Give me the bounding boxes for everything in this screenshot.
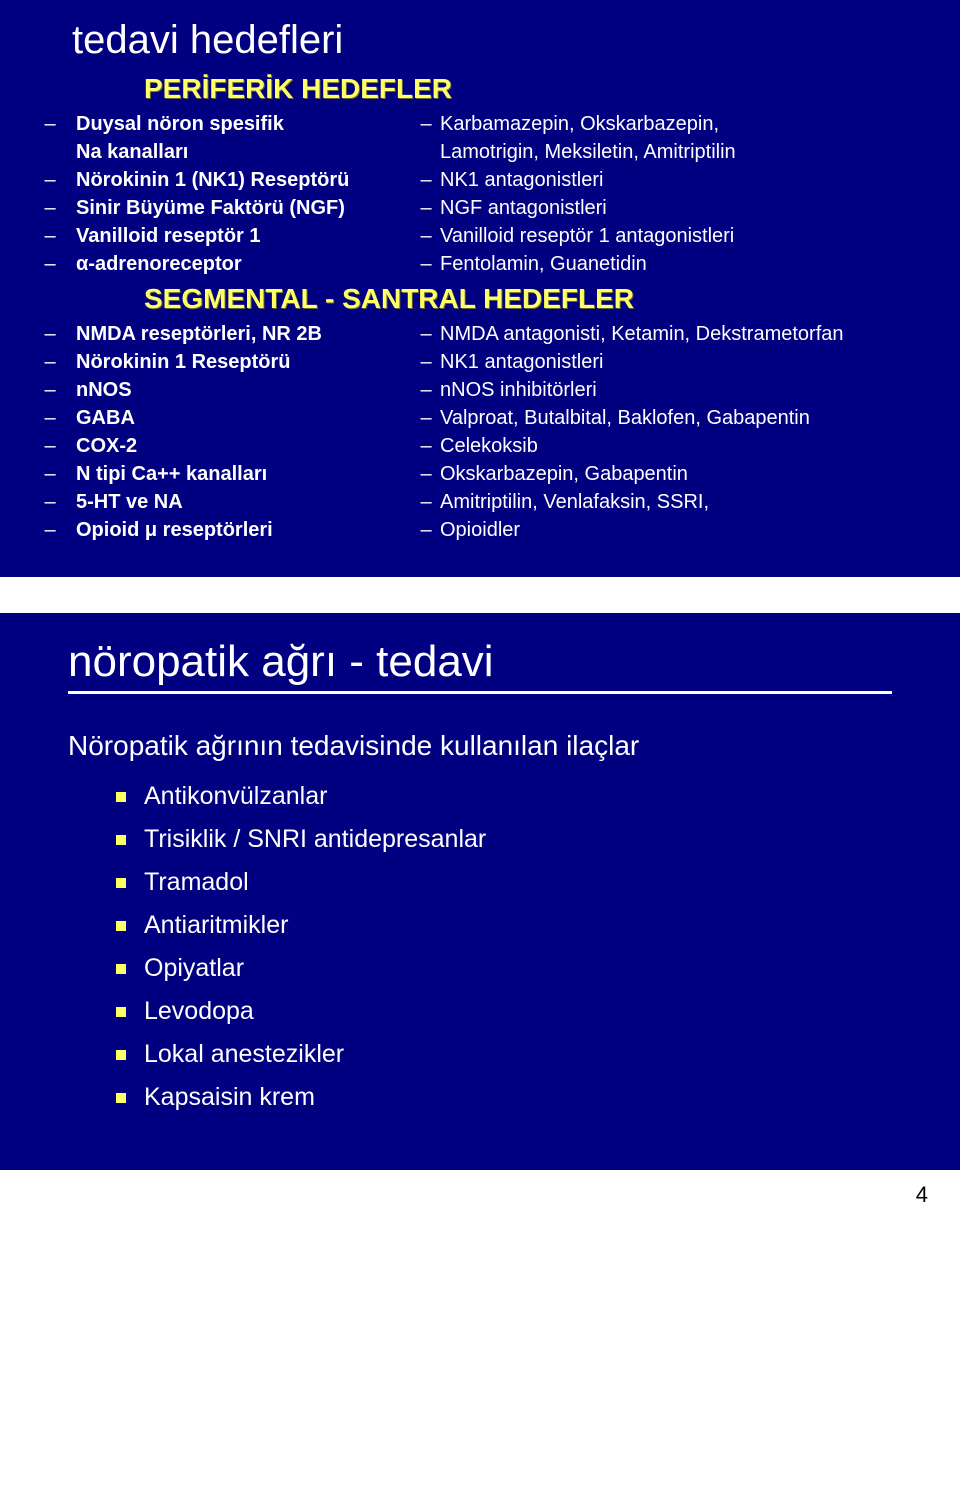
list-item: –Opioidler — [412, 517, 936, 544]
list-item: –Nörokinin 1 Reseptörü — [24, 349, 404, 376]
list-item: –nNOS inhibitörleri — [412, 377, 936, 404]
segmental-left-col: –NMDA reseptörleri, NR 2B –Nörokinin 1 R… — [24, 321, 404, 545]
list-item: Trisiklik / SNRI antidepresanlar — [116, 825, 936, 854]
list-item: Opiyatlar — [116, 954, 936, 983]
list-item: –Karbamazepin, Okskarbazepin, — [412, 111, 936, 138]
list-item: Antikonvülzanlar — [116, 782, 936, 811]
list-item: –nNOS — [24, 377, 404, 404]
list-item: –NGF antagonistleri — [412, 195, 936, 222]
bullet-square-icon — [116, 964, 126, 974]
list-item: –Vanilloid reseptör 1 antagonistleri — [412, 223, 936, 250]
bullet-square-icon — [116, 792, 126, 802]
list-item: –NMDA reseptörleri, NR 2B — [24, 321, 404, 348]
page-number: 4 — [0, 1170, 960, 1216]
list-item: –NK1 antagonistleri — [412, 167, 936, 194]
list-item: –5-HT ve NA — [24, 489, 404, 516]
list-item: –Vanilloid reseptör 1 — [24, 223, 404, 250]
list-item: –α-adrenoreceptor — [24, 251, 404, 278]
periferik-left-col: –Duysal nöron spesifik Na kanalları –Nör… — [24, 111, 404, 279]
list-item: –GABA — [24, 405, 404, 432]
list-item: Levodopa — [116, 997, 936, 1026]
list-item: Tramadol — [116, 868, 936, 897]
slide2-title: nöropatik ağrı - tedavi — [68, 637, 936, 687]
slide1-title: tedavi hedefleri — [72, 18, 936, 63]
list-item: –NMDA antagonisti, Ketamin, Dekstrametor… — [412, 321, 936, 348]
bullet-square-icon — [116, 921, 126, 931]
slide2-intro: Nöropatik ağrının tedavisinde kullanılan… — [68, 730, 936, 762]
list-item: –Amitriptilin, Venlafaksin, SSRI, — [412, 489, 936, 516]
section-segmental-hedefler: SEGMENTAL - SANTRAL HEDEFLER — [144, 283, 936, 315]
list-item: Kapsaisin krem — [116, 1083, 936, 1112]
slide-noropatik-agri: nöropatik ağrı - tedavi Nöropatik ağrını… — [0, 613, 960, 1170]
list-item: –Duysal nöron spesifik — [24, 111, 404, 138]
list-item: –Okskarbazepin, Gabapentin — [412, 461, 936, 488]
slide-tedavi-hedefleri: tedavi hedefleri PERİFERİK HEDEFLER –Duy… — [0, 0, 960, 577]
list-item: –N tipi Ca++ kanalları — [24, 461, 404, 488]
list-item: –Celekoksib — [412, 433, 936, 460]
list-item: Na kanalları — [24, 139, 404, 166]
section-periferik-hedefler: PERİFERİK HEDEFLER — [144, 73, 936, 105]
bullet-square-icon — [116, 1093, 126, 1103]
title-underline — [68, 691, 892, 694]
list-item: Lokal anestezikler — [116, 1040, 936, 1069]
list-item: –Opioid μ reseptörleri — [24, 517, 404, 544]
segmental-right-col: –NMDA antagonisti, Ketamin, Dekstrametor… — [412, 321, 936, 545]
list-item: –Nörokinin 1 (NK1) Reseptörü — [24, 167, 404, 194]
bullet-square-icon — [116, 1007, 126, 1017]
bullet-square-icon — [116, 835, 126, 845]
list-item: Lamotrigin, Meksiletin, Amitriptilin — [412, 139, 936, 166]
periferik-columns: –Duysal nöron spesifik Na kanalları –Nör… — [24, 111, 936, 279]
list-item: Antiaritmikler — [116, 911, 936, 940]
slide2-bullets: Antikonvülzanlar Trisiklik / SNRI antide… — [116, 782, 936, 1112]
bullet-square-icon — [116, 878, 126, 888]
list-item: –NK1 antagonistleri — [412, 349, 936, 376]
list-item: –COX-2 — [24, 433, 404, 460]
list-item: –Sinir Büyüme Faktörü (NGF) — [24, 195, 404, 222]
periferik-right-col: –Karbamazepin, Okskarbazepin, Lamotrigin… — [412, 111, 936, 279]
segmental-columns: –NMDA reseptörleri, NR 2B –Nörokinin 1 R… — [24, 321, 936, 545]
list-item: –Valproat, Butalbital, Baklofen, Gabapen… — [412, 405, 936, 432]
list-item: –Fentolamin, Guanetidin — [412, 251, 936, 278]
bullet-square-icon — [116, 1050, 126, 1060]
